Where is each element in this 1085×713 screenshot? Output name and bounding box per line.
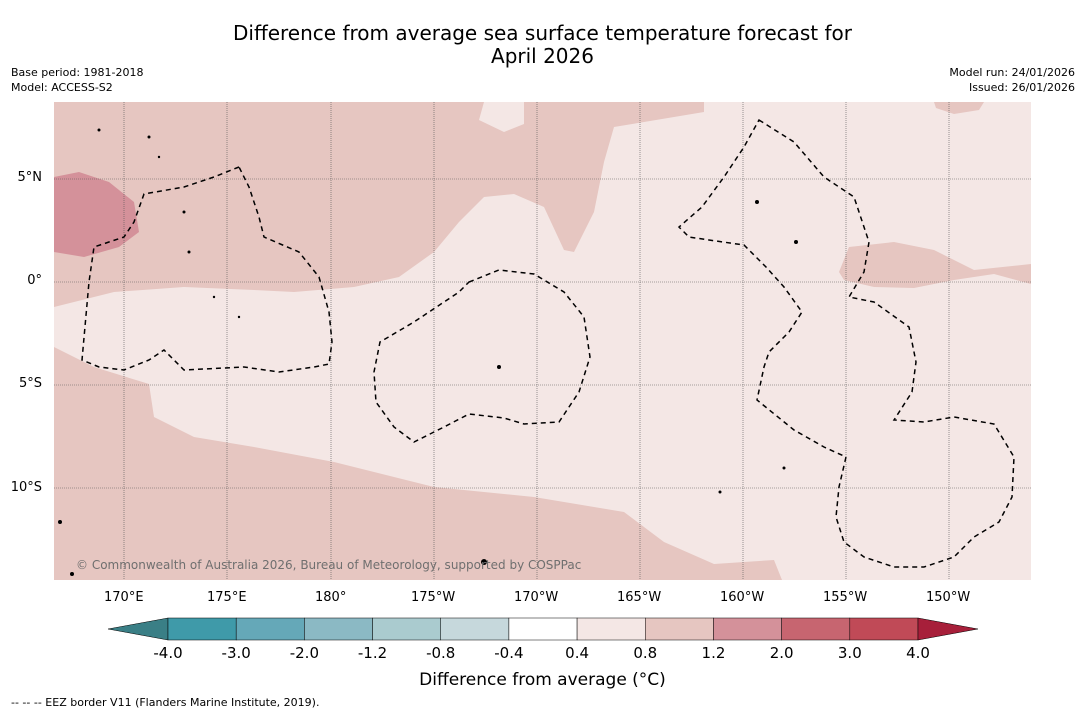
- x-tick-label: 175°E: [207, 590, 247, 605]
- island: [481, 559, 487, 565]
- colorbar-cell: [645, 617, 714, 641]
- chart-title-line2: April 2026: [491, 44, 594, 68]
- meta-right: Model run: 24/01/2026 Issued: 26/01/2026: [949, 65, 1075, 95]
- model-name: Model: ACCESS-S2: [11, 81, 113, 94]
- x-tick-label: 180°: [315, 590, 347, 605]
- y-tick-label: 5°S: [18, 376, 42, 391]
- y-tick-label: 0°: [27, 273, 42, 288]
- eez-border-central: [373, 269, 591, 443]
- colorbar-cell: [372, 617, 441, 641]
- colorbar-cell: [440, 617, 510, 641]
- eez-border-east: [677, 118, 1015, 568]
- colorbar-tick-label: 4.0: [906, 644, 930, 662]
- map-region-east-warm: [839, 242, 1031, 288]
- colorbar-cell: [849, 617, 919, 641]
- x-tick-label: 175°W: [411, 590, 456, 605]
- meta-left: Base period: 1981-2018 Model: ACCESS-S2: [11, 65, 143, 95]
- island: [58, 520, 62, 524]
- colorbar-tick-label: 1.2: [701, 644, 726, 662]
- x-tick-label: 170°E: [104, 590, 144, 605]
- y-tick-label: 5°N: [17, 170, 43, 185]
- island: [212, 295, 216, 299]
- colorbar-over-arrow: [917, 617, 978, 641]
- island: [147, 135, 151, 139]
- colorbar-tick-label: -4.0: [153, 644, 183, 662]
- colorbar-cell: [508, 617, 578, 641]
- island: [782, 466, 786, 470]
- copyright-notice: © Commonwealth of Australia 2026, Bureau…: [76, 558, 582, 572]
- eez-legend-note: -- -- -- EEZ border V11 (Flanders Marine…: [11, 696, 320, 709]
- colorbar-tick-label: -1.2: [357, 644, 388, 662]
- map-region-ne-warm: [934, 102, 984, 114]
- colorbar-cell: [781, 617, 851, 641]
- eez-borders: [81, 118, 1015, 568]
- y-tick-label: 10°S: [10, 480, 42, 495]
- island: [237, 315, 241, 319]
- model-run: Model run: 24/01/2026: [949, 66, 1075, 79]
- colorbar-cell: [235, 617, 305, 641]
- colorbar-tick-label: 3.0: [837, 644, 862, 662]
- eez-border-west: [81, 166, 333, 373]
- colorbar-tick-label: -0.8: [426, 644, 456, 662]
- island: [497, 365, 501, 369]
- colorbar-tick-label: -3.0: [221, 644, 251, 662]
- colorbar-cell: [304, 617, 373, 641]
- colorbar-cell: [167, 617, 237, 641]
- islands: [58, 128, 798, 576]
- x-tick-label: 155°W: [823, 590, 868, 605]
- base-period: Base period: 1981-2018: [11, 66, 144, 79]
- island: [157, 155, 161, 159]
- map-region-strong-warm: [54, 172, 139, 257]
- x-tick-label: 160°W: [720, 590, 765, 605]
- colorbar-tick-label: -2.0: [289, 644, 319, 662]
- island: [794, 240, 798, 244]
- x-tick-label: 165°W: [617, 590, 662, 605]
- x-tick-label: 170°W: [514, 590, 559, 605]
- island: [718, 490, 722, 494]
- colorbar-cells: [167, 617, 919, 641]
- sst-anomaly-map: [54, 102, 1031, 580]
- island: [755, 200, 759, 204]
- map-graticule: [54, 102, 1031, 580]
- colorbar-under-arrow: [108, 617, 169, 641]
- chart-title-line1: Difference from average sea surface temp…: [232, 21, 852, 45]
- map-notch: [479, 102, 524, 132]
- map-region-south-warm: [54, 347, 782, 580]
- colorbar: [108, 617, 978, 641]
- colorbar-cell: [576, 617, 646, 641]
- colorbar-tick-label: -0.4: [494, 644, 524, 662]
- island: [97, 128, 101, 132]
- island: [70, 572, 74, 576]
- x-tick-label: 150°W: [926, 590, 971, 605]
- map-region-north-warm: [54, 102, 704, 307]
- colorbar-tick-label: 0.4: [565, 644, 590, 662]
- colorbar-tick-label: 2.0: [769, 644, 794, 662]
- colorbar-cell: [713, 617, 782, 641]
- colorbar-title: Difference from average (°C): [419, 670, 666, 690]
- colorbar-tick-label: 0.8: [633, 644, 658, 662]
- island: [182, 210, 186, 214]
- island: [187, 250, 191, 254]
- issued-date: Issued: 26/01/2026: [968, 81, 1075, 94]
